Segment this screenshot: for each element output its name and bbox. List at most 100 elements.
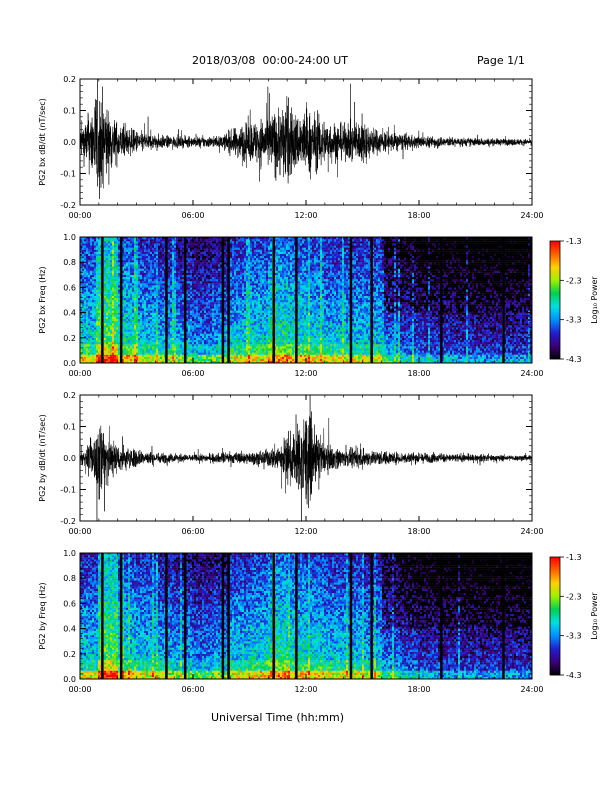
spectrogram-cell: [130, 251, 133, 254]
spectrogram-cell: [126, 325, 129, 328]
spectrogram-cell: [100, 308, 103, 311]
spectrogram-cell: [198, 321, 201, 324]
spectrogram-cell: [112, 251, 115, 254]
spectrogram-cell: [88, 266, 91, 269]
spectrogram-cell: [106, 337, 109, 341]
spectrogram-cell: [216, 260, 219, 263]
spectrogram-cell: [108, 272, 111, 275]
spectrogram-cell: [214, 352, 217, 355]
spectrogram-cell: [230, 327, 233, 330]
spectrogram-cell: [238, 342, 241, 345]
spectrogram-cell: [168, 348, 171, 351]
spectrogram-cell: [88, 348, 91, 351]
spectrogram-cell: [154, 337, 157, 341]
spectrogram-cell: [90, 268, 93, 271]
spectrogram-cell: [98, 276, 101, 280]
spectrogram-cell: [174, 348, 177, 351]
spectrogram-cell: [106, 321, 109, 324]
spectrogram-cell: [142, 314, 145, 317]
spectrogram-cell: [172, 358, 175, 362]
spectrogram-cell: [240, 321, 243, 324]
spectrogram-cell: [168, 264, 171, 267]
spectrogram-cell: [210, 274, 213, 278]
spectrogram-cell: [136, 344, 139, 347]
spectrogram-cell: [172, 344, 175, 347]
spectrogram-cell: [178, 316, 181, 320]
spectrogram-cell: [192, 291, 195, 294]
spectrogram-cell: [106, 331, 109, 334]
spectrogram-cell: [124, 247, 127, 250]
spectrogram-cell: [100, 358, 103, 362]
spectrogram-cell: [234, 285, 237, 288]
spectrogram-cell: [220, 310, 223, 313]
spectrogram-cell: [110, 264, 113, 267]
spectrogram-cell: [214, 243, 217, 246]
spectrogram-cell: [226, 344, 229, 347]
spectrogram-cell: [240, 239, 243, 242]
spectrogram-cell: [164, 337, 167, 341]
spectrogram-cell: [116, 249, 119, 252]
spectrogram-cell: [162, 293, 165, 296]
spectrogram-cell: [198, 352, 201, 355]
spectrogram-cell: [236, 316, 239, 320]
spectrogram-cell: [230, 316, 233, 320]
spectrogram-cell: [164, 325, 167, 328]
spectrogram-cell: [200, 237, 203, 240]
spectrogram-cell: [104, 333, 107, 336]
spectrogram-cell: [188, 327, 191, 330]
spectrogram-cell: [216, 264, 219, 267]
spectrogram-cell: [232, 272, 235, 275]
spectrogram-cell: [224, 348, 227, 351]
spectrogram-cell: [138, 237, 141, 240]
spectrogram-cell: [218, 346, 221, 349]
spectrogram-cell: [140, 253, 143, 257]
spectrogram-cell: [192, 316, 195, 320]
spectrogram-cell: [212, 295, 215, 299]
spectrogram-cell: [126, 253, 129, 257]
spectrogram-cell: [164, 308, 167, 311]
spectrogram-cell: [154, 285, 157, 288]
spectrogram-cell: [150, 318, 153, 322]
spectrogram-cell: [82, 344, 85, 347]
spectrogram-cell: [138, 291, 141, 294]
spectrogram-cell: [156, 289, 159, 292]
spectrogram-cell: [136, 241, 139, 244]
spectrogram-cell: [192, 297, 195, 301]
spectrogram-cell: [216, 237, 219, 240]
spectrogram-cell: [130, 279, 133, 282]
spectrogram-cell: [80, 321, 83, 324]
spectrogram-cell: [230, 241, 233, 244]
spectrogram-cell: [98, 348, 101, 351]
spectrogram-cell: [198, 358, 201, 362]
spectrogram-cell: [104, 302, 107, 305]
spectrogram-cell: [206, 323, 209, 326]
spectrogram-cell: [158, 285, 161, 288]
spectrogram-cell: [224, 306, 227, 309]
spectrogram-cell: [88, 258, 91, 261]
spectrogram-cell: [96, 335, 99, 338]
spectrogram-cell: [178, 272, 181, 275]
spectrogram-cell: [188, 283, 191, 286]
spectrogram-cell: [82, 287, 85, 290]
spectrogram-cell: [96, 283, 99, 286]
spectrogram-cell: [124, 350, 127, 353]
spectrogram-cell: [164, 239, 167, 242]
spectrogram-cell: [82, 321, 85, 324]
spectrogram-cell: [178, 281, 181, 284]
spectrogram-cell: [232, 289, 235, 292]
spectrogram-cell: [216, 293, 219, 296]
spectrogram-cell: [210, 356, 213, 359]
spectrogram-cell: [158, 335, 161, 338]
spectrogram-cell: [128, 279, 131, 282]
spectrogram-cell: [144, 327, 147, 330]
spectrogram-cell: [108, 253, 111, 257]
spectrogram-cell: [236, 281, 239, 284]
spectrogram-cell: [218, 300, 221, 303]
spectrogram-cell: [186, 266, 189, 269]
spectrogram-cell: [212, 297, 215, 301]
spectrogram-cell: [162, 302, 165, 305]
spectrogram-cell: [146, 306, 149, 309]
spectrogram-cell: [142, 272, 145, 275]
spectrogram-cell: [140, 264, 143, 267]
spectrogram-cell: [134, 314, 137, 317]
